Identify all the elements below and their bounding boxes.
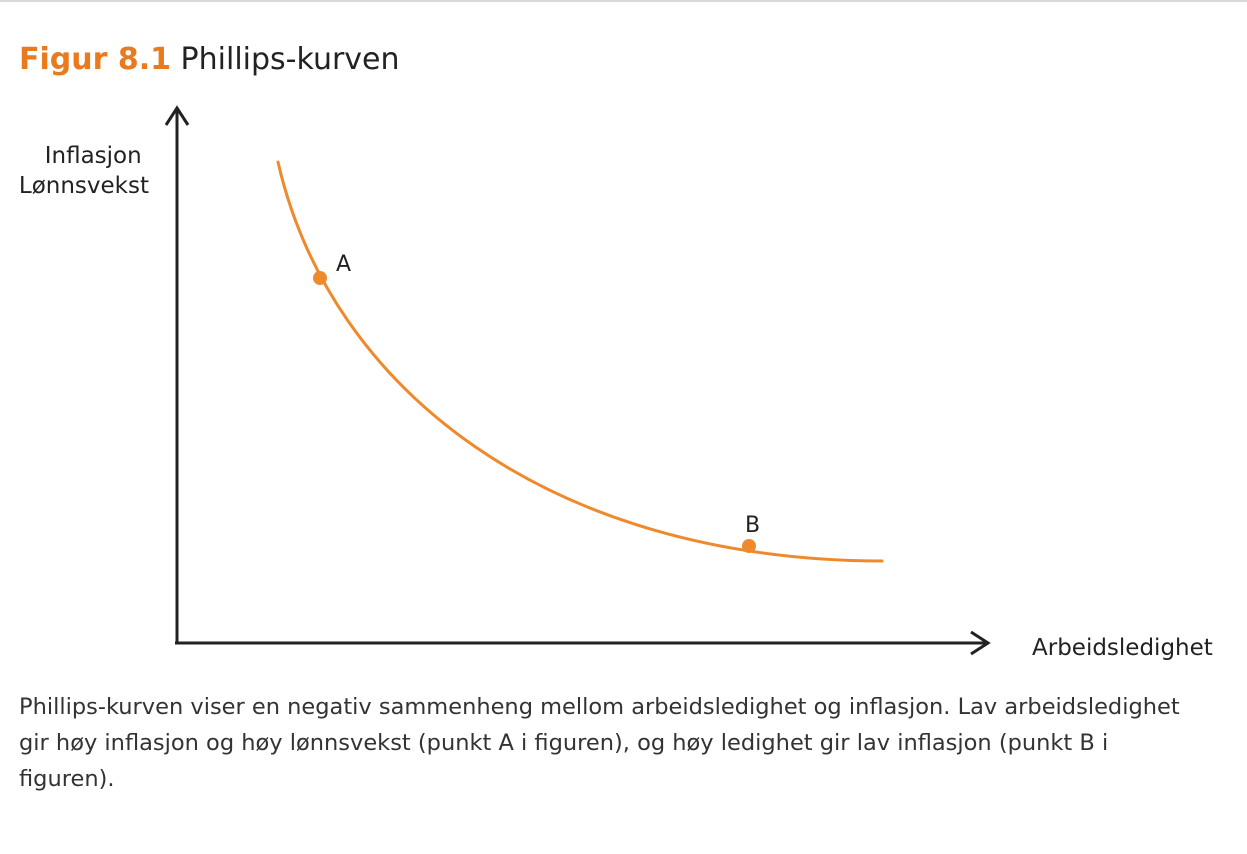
figure-title: Phillips-kurven — [180, 42, 400, 77]
y-axis-label: Inflasjon Lønnsvekst — [19, 143, 149, 199]
phillips-curve — [276, 160, 884, 563]
figure-caption: Phillips-kurven viser en negativ sammenh… — [19, 694, 1180, 792]
point-a-label: A — [336, 252, 351, 277]
point-b-marker — [742, 539, 756, 553]
point-b-label: B — [745, 513, 760, 538]
x-axis-arrow — [970, 630, 991, 656]
point-a-marker — [313, 271, 327, 285]
top-divider — [0, 0, 1247, 2]
y-axis-label-line-2: Lønnsvekst — [19, 173, 149, 199]
y-axis-label-line-1: Inflasjon — [45, 143, 142, 169]
figure-heading: Figur 8.1 Phillips-kurven — [19, 40, 400, 80]
figure-number: Figur 8.1 — [19, 42, 171, 77]
y-axis-arrow — [164, 105, 190, 126]
x-axis-label: Arbeidsledighet — [1032, 635, 1213, 661]
